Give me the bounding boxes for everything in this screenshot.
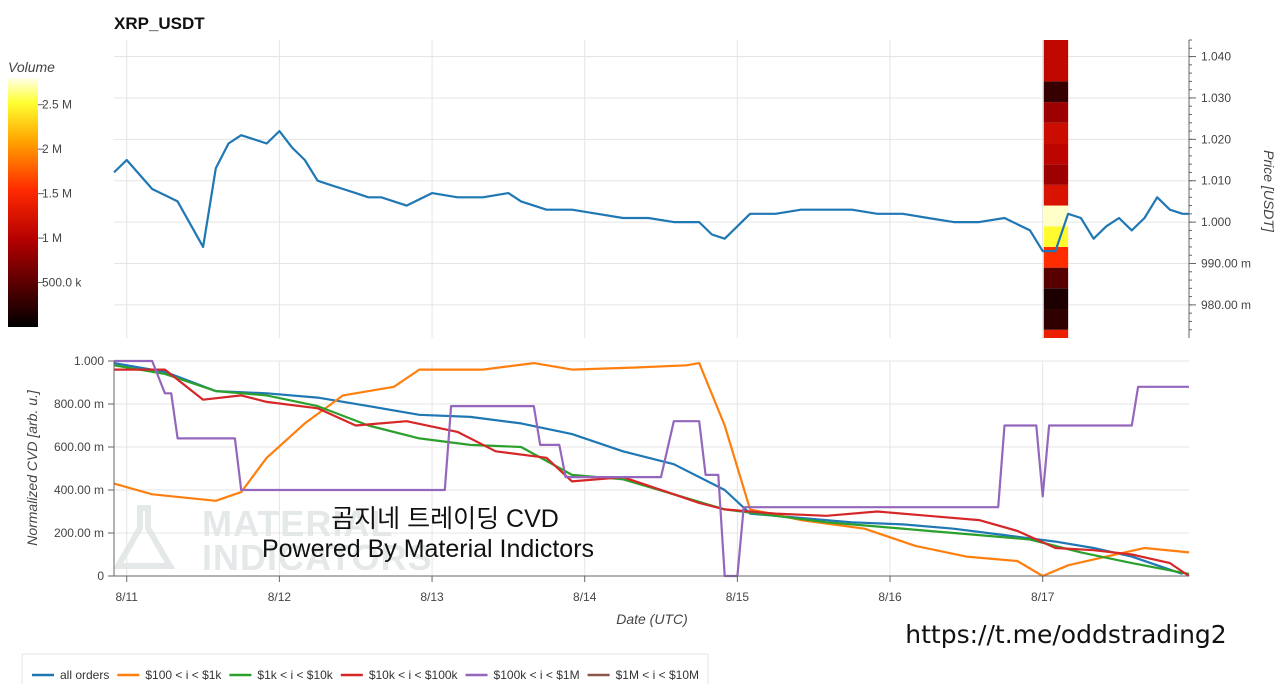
cvd-y-axis: 0 200.00 m 400.00 m 600.00 m 800.00 m 1.000 (54, 354, 115, 583)
cvd-line-3 (114, 368, 1190, 577)
volume-bin-1 (1043, 309, 1069, 330)
cvd-x-tick-label-2: 8/13 (420, 590, 444, 604)
legend-label-2: $1k < i < $10k (257, 668, 333, 682)
colorbar-tick-label-3: 1 M (42, 231, 62, 245)
cvd-x-tick-label-3: 8/14 (573, 590, 597, 604)
cvd-x-tick-label-5: 8/16 (878, 590, 902, 604)
price-tick-label-3: 1.010 (1201, 174, 1231, 188)
price-y-axis: 980.00 m 990.00 m 1.000 1.010 1.020 1.030 1.04… (1188, 39, 1251, 338)
volume-bin-6 (1043, 205, 1069, 227)
cvd-series (113, 359, 1190, 578)
colorbar-tick-label-1: 2 M (42, 142, 62, 156)
price-plot-area (114, 40, 1189, 338)
volume-bin-10 (1043, 122, 1069, 144)
cvd-x-axis-label: Date (UTC) (616, 611, 688, 627)
colorbar-tick-label-2: 1.5 M (42, 187, 72, 201)
volume-bin-3 (1043, 267, 1069, 289)
price-tick-label-0: 980.00 m (1201, 298, 1251, 312)
cvd-x-tick-label-0: 8/11 (115, 590, 138, 604)
volume-bin-0 (1043, 329, 1069, 338)
legend-label-5: $1M < i < $10M (616, 668, 699, 682)
legend: all orders $100 < i < $1k $1k < i < $10k $1… (32, 668, 699, 682)
volume-bin-11 (1043, 102, 1069, 123)
price-tick-label-1: 990.00 m (1201, 257, 1251, 271)
volume-bin-9 (1043, 143, 1069, 165)
cvd-line-0 (113, 362, 1183, 575)
overlay-title: 곰지네 트레이딩 CVD (331, 505, 559, 533)
colorbar (8, 78, 38, 327)
price-tick-label-2: 1.000 (1201, 215, 1231, 229)
price-tick-label-5: 1.030 (1201, 91, 1231, 105)
overlay-subtitle: Powered By Material Indictors (262, 535, 594, 563)
legend-label-3: $10k < i < $100k (369, 668, 459, 682)
volume-profile (1043, 40, 1069, 338)
cvd-y-tick-label-4: 800.00 m (54, 397, 104, 411)
cvd-y-tick-label-0: 0 (97, 569, 104, 583)
cvd-y-tick-label-2: 400.00 m (54, 483, 104, 497)
watermark-line2: INDICATORS (202, 537, 433, 578)
volume-bin-8 (1043, 164, 1069, 185)
colorbar-label: Volume (8, 59, 55, 75)
cvd-x-tick-label-4: 8/15 (726, 590, 750, 604)
cvd-line-4 (114, 359, 1189, 578)
cvd-x-tick-label-1: 8/12 (268, 590, 292, 604)
cvd-y-axis-label: Normalized CVD [arb. u.] (24, 389, 40, 546)
price-line (113, 130, 1189, 253)
price-chart-grid (114, 40, 1189, 338)
legend-box (21, 653, 709, 689)
price-tick-label-6: 1.040 (1201, 50, 1231, 64)
legend-label-4: $100k < i < $1M (494, 668, 580, 682)
price-tick-label-4: 1.020 (1201, 132, 1231, 146)
cvd-x-axis: 8/11 8/12 8/13 8/14 8/15 8/16 8/17 (114, 575, 1189, 604)
colorbar-ticks: 2.5 M 2 M 1.5 M 1 M 500.0 k (38, 98, 82, 290)
price-series (113, 130, 1189, 253)
colorbar-tick-label-0: 2.5 M (42, 98, 72, 112)
volume-bin-13 (1043, 40, 1069, 82)
volume-bin-7 (1043, 184, 1069, 206)
volume-bin-5 (1043, 226, 1069, 247)
volume-bin-2 (1043, 288, 1069, 310)
price-chart-title: XRP_USDT (114, 14, 205, 33)
cvd-x-tick-label-6: 8/17 (1031, 590, 1055, 604)
cvd-y-tick-label-5: 1.000 (74, 354, 104, 368)
legend-label-1: $100 < i < $1k (145, 668, 222, 682)
price-y-axis-label: Price [USDT] (1261, 150, 1277, 233)
material-indicators-watermark: MATERIAL INDICATORS (112, 503, 433, 578)
watermark-line1: MATERIAL (202, 503, 393, 544)
colorbar-tick-label-4: 500.0 k (42, 276, 82, 290)
flask-icon (112, 505, 176, 569)
volume-bin-12 (1043, 81, 1069, 103)
cvd-line-1 (113, 362, 1190, 578)
cvd-y-tick-label-3: 600.00 m (54, 440, 104, 454)
cvd-y-tick-label-1: 200.00 m (54, 526, 104, 540)
telegram-link[interactable]: https://t.me/oddstrading2 (905, 620, 1226, 649)
legend-label-0: all orders (60, 668, 109, 682)
